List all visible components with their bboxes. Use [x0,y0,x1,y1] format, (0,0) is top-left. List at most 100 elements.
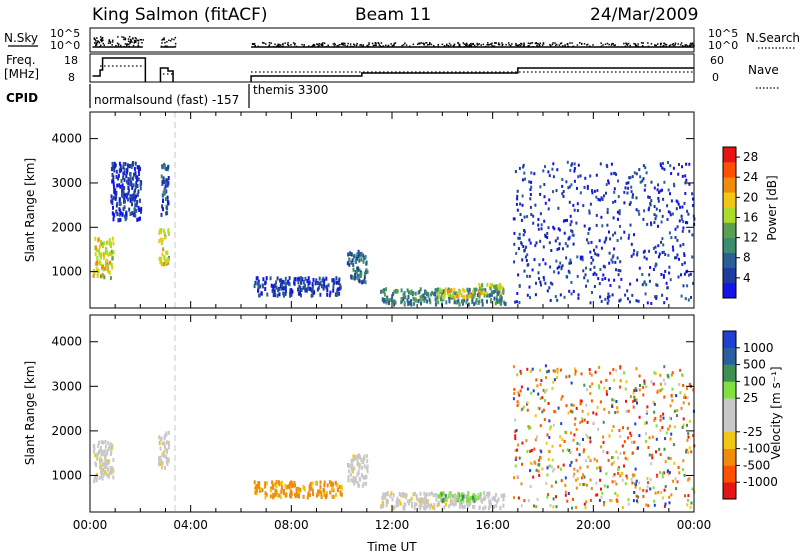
echo-cell [608,410,611,414]
echo-cell [102,267,105,272]
echo-cell [658,209,661,213]
echo-cell [519,202,522,206]
echo-cell [592,411,595,415]
echo-cell [139,216,141,221]
echo-cell [670,199,673,203]
echo-cell [483,293,486,298]
y-tick-label: 4000 [51,132,82,146]
echo-cell [570,381,573,385]
echo-cell [668,495,671,499]
echo-cell [348,258,351,263]
echo-cell [590,256,593,259]
echo-cell [664,460,667,464]
nsky-point [416,43,419,45]
echo-cell [662,197,665,201]
velocity-x-ticks: 00:00 04:00 08:00 12:00 16:00 20:00 00:00 [73,315,711,532]
echo-cell [283,286,286,291]
echo-cell [585,500,588,504]
echo-cell [534,293,537,297]
echo-cell [573,423,576,426]
echo-cell [521,407,524,411]
echo-cell [638,481,641,485]
echo-cell [567,411,570,415]
echo-cell [546,466,549,470]
echo-cell [671,212,674,216]
echo-cell [545,388,548,392]
echo-cell [363,271,366,276]
nsky-point [100,44,102,47]
echo-cell [163,256,166,261]
echo-cell [628,233,631,237]
echo-cell [115,190,118,195]
echo-cell [549,281,552,285]
echo-cell [597,277,600,281]
echo-cell [299,488,302,493]
echo-cell [456,293,459,298]
echo-cell [291,483,294,488]
echo-cell [95,478,98,483]
echo-cell [537,217,540,221]
echo-cell [555,369,558,373]
echo-cell [323,493,326,498]
nsky-point [611,43,613,45]
echo-cell [449,494,452,499]
echo-cell [564,242,567,246]
echo-cell [113,188,116,193]
echo-cell [653,186,656,190]
echo-cell [623,230,626,234]
echo-cell [651,453,654,457]
echo-cell [498,286,501,291]
echo-cell [569,223,572,227]
echo-cell [502,503,505,508]
echo-cell [560,422,563,426]
colorbar-tick-label: 20 [743,190,758,204]
echo-cell [304,288,307,293]
echo-cell [544,165,546,169]
echo-cell [127,191,130,196]
echo-cell [594,252,597,256]
nsky-point [94,42,96,44]
echo-cell [650,199,653,203]
echo-cell [455,291,457,296]
echo-cell [455,300,458,305]
echo-cell [679,391,682,395]
nsky-point [262,42,264,44]
echo-cell [600,445,603,449]
echo-cell [113,168,116,173]
nsky-point [108,39,111,41]
echo-cell [643,281,646,285]
echo-cell [478,283,481,287]
echo-cell [668,424,671,428]
echo-cell [110,199,113,204]
echo-cell [666,286,669,290]
echo-cell [517,273,520,277]
echo-cell [300,276,303,281]
echo-cell [461,505,464,510]
echo-cell [644,166,647,170]
echo-cell [135,176,138,181]
echo-cell [670,373,673,377]
echo-cell [350,458,353,463]
echo-cell [284,276,287,281]
echo-cell [122,207,125,212]
nsky-point [393,44,395,47]
echo-cell [531,367,534,371]
echo-cell [120,179,123,183]
echo-cell [678,163,680,166]
echo-cell [93,479,96,483]
echo-cell [602,420,605,424]
echo-cell [354,454,357,459]
nsky-point [674,42,677,44]
echo-cell [425,505,428,510]
echo-cell [515,456,518,460]
echo-cell [672,443,675,447]
echo-cell [483,491,485,496]
echo-cell [627,181,630,185]
echo-cell [566,244,569,248]
echo-cell [107,461,110,465]
echo-cell [614,231,617,235]
nsky-point [680,42,683,44]
echo-cell [93,446,96,451]
nsky-point [251,43,254,45]
echo-cell [316,281,319,285]
